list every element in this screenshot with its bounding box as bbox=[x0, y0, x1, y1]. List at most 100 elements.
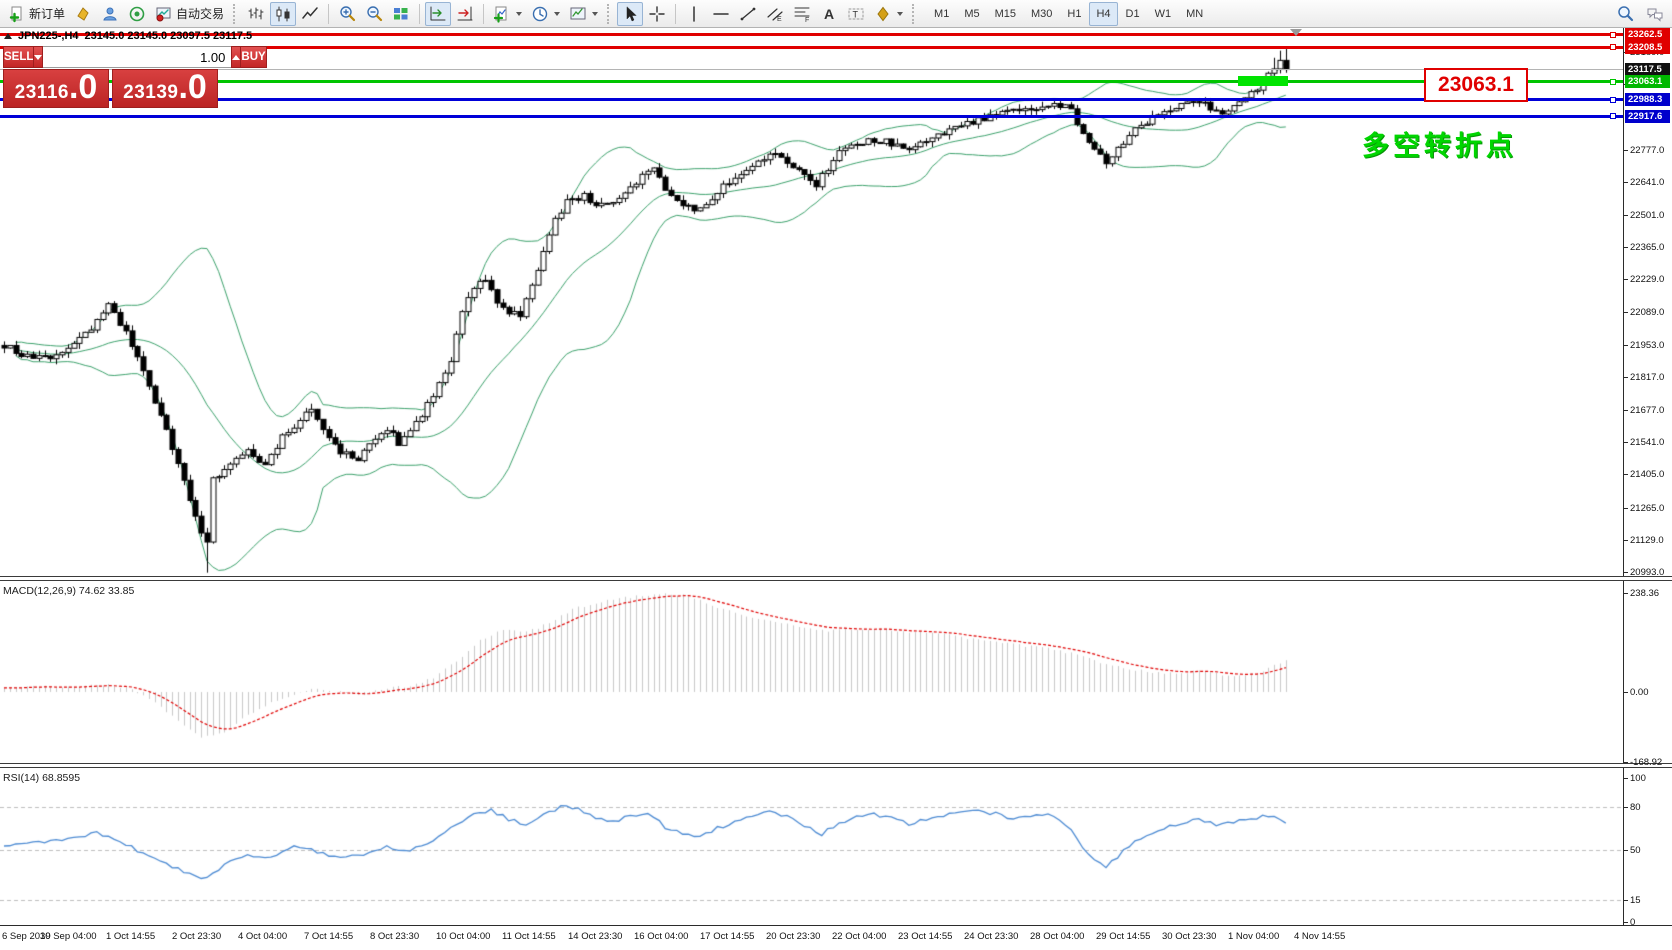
chart-expand-icon[interactable] bbox=[4, 33, 12, 39]
price-tick-20993.0-label: 20993.0 bbox=[1630, 566, 1665, 578]
price-tick-21817.0-tick bbox=[1623, 376, 1628, 378]
svg-text:E: E bbox=[777, 16, 782, 23]
shapes-button[interactable] bbox=[870, 2, 907, 26]
chevron-down-icon[interactable] bbox=[554, 11, 561, 16]
time-label: 22 Oct 04:00 bbox=[832, 931, 887, 942]
signal-icon bbox=[128, 5, 146, 23]
periods-button[interactable] bbox=[527, 2, 564, 26]
tab-timeframe-M15[interactable]: M15 bbox=[994, 7, 1016, 20]
rsi-tick-0-tick bbox=[1623, 922, 1628, 923]
tab-timeframe-M1[interactable]: M1 bbox=[934, 7, 950, 20]
toolbar-grip[interactable] bbox=[233, 3, 238, 24]
price-annotation-box[interactable]: 23063.1 bbox=[1424, 68, 1528, 102]
lot-size-input[interactable] bbox=[43, 46, 232, 68]
price-tick-22641.0-tick bbox=[1623, 181, 1628, 183]
autotrading-button[interactable]: 自动交易 bbox=[151, 2, 228, 26]
toolbar-grip[interactable] bbox=[912, 3, 917, 24]
chart-shift-marker[interactable] bbox=[1290, 29, 1302, 36]
templates-button[interactable] bbox=[565, 2, 602, 26]
macd-canvas[interactable] bbox=[0, 581, 1623, 763]
sell-button[interactable]: SELL bbox=[3, 46, 34, 68]
time-label: 4 Oct 04:00 bbox=[238, 931, 288, 942]
sell-price-display[interactable]: 23116 .0 bbox=[3, 69, 109, 108]
crosshair-icon bbox=[648, 5, 666, 23]
pivot-line-green[interactable] bbox=[0, 80, 1623, 84]
channel-icon: E bbox=[766, 5, 784, 23]
chart-bars-icon bbox=[247, 5, 265, 23]
tab-timeframe-H4[interactable]: H4 bbox=[1089, 1, 1118, 26]
text-button[interactable]: A bbox=[816, 2, 842, 26]
one-click-trade-panel: SELL BUY 23116 .0 23139 .0 bbox=[3, 46, 267, 108]
chevron-down-icon[interactable] bbox=[516, 11, 523, 16]
support-line-2-anchor[interactable] bbox=[1610, 113, 1616, 120]
chevron-down-icon[interactable] bbox=[897, 11, 904, 16]
search-button[interactable] bbox=[1612, 2, 1638, 26]
zoom-out-button[interactable] bbox=[361, 2, 387, 26]
indicators-button[interactable] bbox=[489, 2, 526, 26]
rsi-tick-50-label: 50 bbox=[1630, 845, 1641, 856]
support-line-1[interactable] bbox=[0, 98, 1623, 102]
text-label-button[interactable]: T bbox=[843, 2, 869, 26]
support-line-1-anchor[interactable] bbox=[1610, 96, 1616, 103]
rsi-pane-separator[interactable] bbox=[0, 763, 1672, 768]
time-axis[interactable]: 6 Sep 2019 30 Sep 04:00 1 Oct 14:55 2 Oct 2… bbox=[0, 925, 1672, 950]
macd-tick-0.00-label: 0.00 bbox=[1630, 687, 1649, 698]
tile-windows-button[interactable] bbox=[388, 2, 414, 26]
macd-pane-separator[interactable] bbox=[0, 576, 1672, 581]
tab-timeframe-MN[interactable]: MN bbox=[1186, 7, 1204, 20]
auto-scroll-button[interactable] bbox=[452, 2, 478, 26]
buy-price-main: 23139 bbox=[123, 82, 179, 103]
macd-tick-238.36-label: 238.36 bbox=[1630, 588, 1660, 599]
toolbar-grip[interactable] bbox=[607, 3, 612, 24]
macd-indicator-label: MACD(12,26,9) 74.62 33.85 bbox=[3, 585, 135, 597]
buy-price-display[interactable]: 23139 .0 bbox=[112, 69, 218, 108]
horizontal-line-button[interactable] bbox=[708, 2, 734, 26]
buy-button[interactable]: BUY bbox=[241, 46, 267, 68]
resistance-line-1-anchor[interactable] bbox=[1610, 31, 1616, 38]
bid-line[interactable] bbox=[0, 68, 1623, 70]
price-tick-21405.0-label: 21405.0 bbox=[1630, 469, 1665, 481]
chevron-down-icon[interactable] bbox=[592, 11, 599, 16]
lot-increase-button[interactable] bbox=[231, 46, 242, 68]
highlight-segment[interactable] bbox=[1238, 76, 1288, 86]
chart-bars-button[interactable] bbox=[243, 2, 269, 26]
lot-decrease-button[interactable] bbox=[33, 46, 44, 68]
community-button[interactable] bbox=[97, 2, 123, 26]
shift-end-icon bbox=[429, 5, 447, 23]
new-order-button[interactable]: 新订单 bbox=[4, 2, 69, 26]
zoom-in-button[interactable] bbox=[334, 2, 360, 26]
resistance-line-2-price-label: 23208.5 bbox=[1625, 40, 1670, 54]
shift-end-button[interactable] bbox=[425, 1, 452, 26]
chart-candles-button[interactable] bbox=[270, 1, 297, 26]
price-tick-22365.0-tick bbox=[1623, 247, 1628, 249]
tab-timeframe-D1[interactable]: D1 bbox=[1125, 7, 1140, 20]
rsi-indicator-label: RSI(14) 68.8595 bbox=[3, 772, 81, 784]
resistance-line-2[interactable] bbox=[0, 45, 1623, 49]
tab-timeframe-W1[interactable]: W1 bbox=[1154, 7, 1172, 20]
resistance-line-2-anchor[interactable] bbox=[1610, 44, 1616, 51]
cursor-button[interactable] bbox=[617, 1, 644, 26]
vertical-line-button[interactable] bbox=[681, 2, 707, 26]
tab-timeframe-M30[interactable]: M30 bbox=[1031, 7, 1053, 20]
price-tick-22641.0-label: 22641.0 bbox=[1630, 176, 1665, 188]
chat-button[interactable] bbox=[1642, 2, 1668, 26]
price-chart-canvas[interactable] bbox=[0, 28, 1623, 576]
tab-timeframe-M5[interactable]: M5 bbox=[964, 7, 980, 20]
turning-point-annotation[interactable]: 多空转折点 bbox=[1362, 131, 1517, 161]
shapes-icon bbox=[874, 5, 892, 23]
equidistant-channel-button[interactable]: E bbox=[762, 2, 788, 26]
signals-button[interactable] bbox=[124, 2, 150, 26]
chart-line-button[interactable] bbox=[297, 2, 323, 26]
crosshair-button[interactable] bbox=[644, 2, 670, 26]
chat-icon bbox=[1646, 5, 1664, 23]
triangle-down-icon bbox=[34, 54, 43, 60]
resistance-line-1[interactable] bbox=[0, 33, 1623, 37]
pivot-line-green-anchor[interactable] bbox=[1610, 78, 1616, 85]
tab-timeframe-H1[interactable]: H1 bbox=[1067, 7, 1082, 20]
fibonacci-button[interactable]: F bbox=[789, 2, 815, 26]
market-watch-button[interactable] bbox=[70, 2, 96, 26]
trendline-button[interactable] bbox=[735, 2, 761, 26]
support-line-2[interactable] bbox=[0, 114, 1623, 118]
toolbar: 新订单 自动交易 E F A T M1 M5 M15 M30 H1 H4 D1 W1 MN bbox=[0, 0, 1672, 28]
rsi-canvas[interactable] bbox=[0, 768, 1623, 923]
